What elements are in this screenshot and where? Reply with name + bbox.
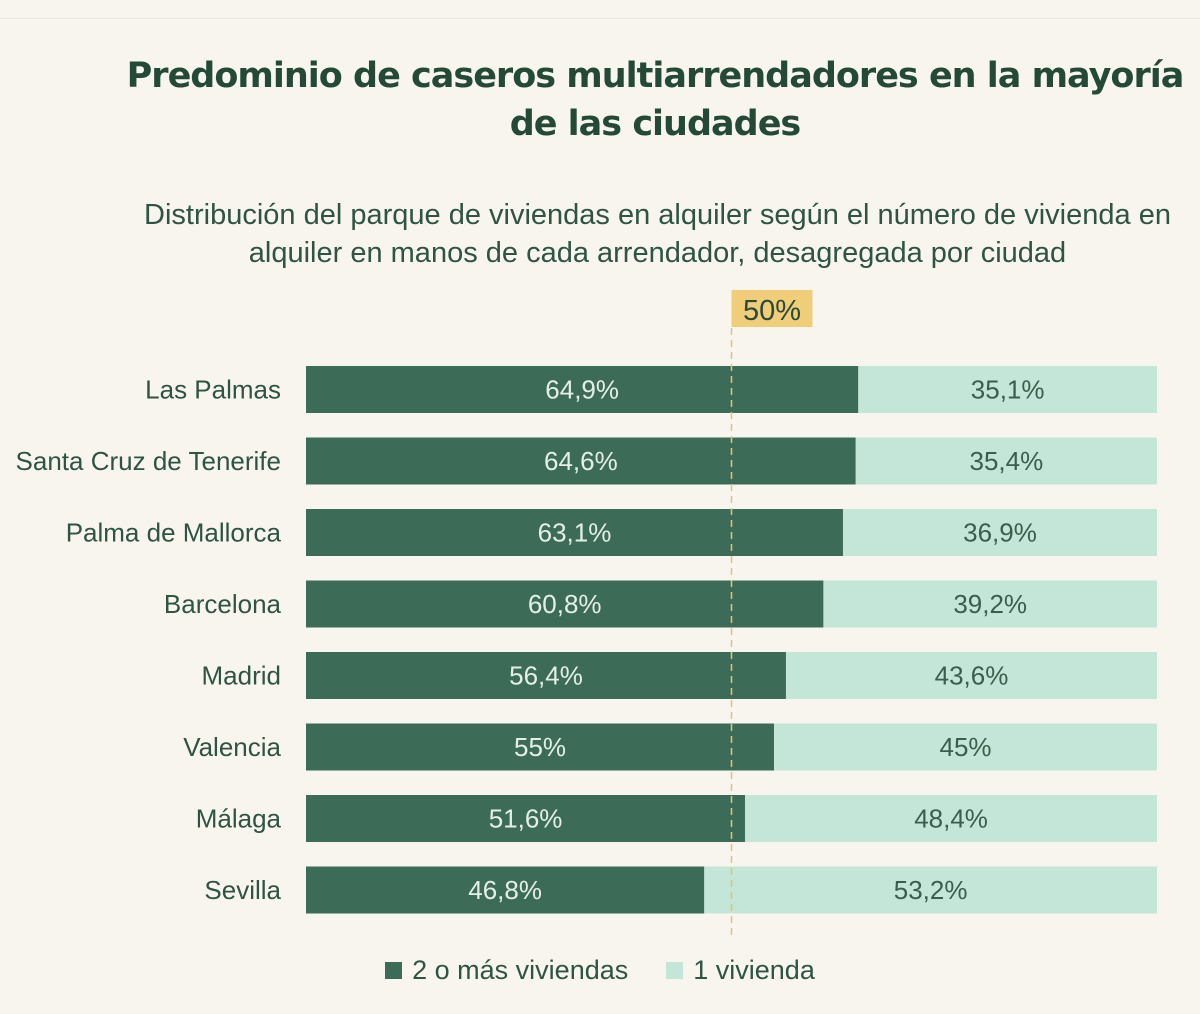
bar-malaga-multi	[306, 795, 746, 842]
value-label-las-palmas-single: 35,1%	[971, 375, 1045, 405]
legend-label-multi: 2 o más viviendas	[412, 955, 629, 985]
chart-legend: 2 o más viviendas 1 vivienda	[0, 955, 1200, 986]
stacked-bar-chart: Las Palmas 64,9% 35,1% Santa Cruz de Teneri…	[16, 290, 1157, 935]
value-label-palma-de-mallorca-single: 36,9%	[963, 518, 1037, 548]
value-label-sevilla-multi: 46,8%	[468, 875, 542, 905]
value-label-malaga-multi: 51,6%	[489, 804, 563, 834]
bar-las-palmas-multi	[306, 366, 859, 413]
city-label-palma-de-mallorca: Palma de Mallorca	[66, 518, 282, 548]
value-label-palma-de-mallorca-multi: 63,1%	[538, 518, 612, 548]
city-label-sevilla: Sevilla	[204, 875, 281, 905]
city-label-valencia: Valencia	[183, 732, 281, 762]
value-label-madrid-single: 43,6%	[935, 661, 1009, 691]
legend-item-single: 1 vivienda	[666, 955, 815, 986]
top-divider	[0, 18, 1200, 19]
bar-las-palmas-single	[858, 366, 1157, 413]
bar-santa-cruz-de-tenerife-multi	[306, 437, 856, 485]
value-label-santa-cruz-de-tenerife-multi: 64,6%	[544, 446, 618, 476]
bar-palma-de-mallorca-single	[842, 509, 1157, 556]
value-label-barcelona-multi: 60,8%	[528, 589, 602, 619]
value-label-valencia-multi: 55%	[514, 732, 566, 762]
city-label-las-palmas: Las Palmas	[145, 375, 281, 405]
bar-palma-de-mallorca-multi	[306, 509, 843, 556]
value-label-malaga-single: 48,4%	[914, 804, 988, 834]
bar-madrid-multi	[306, 652, 786, 699]
bar-santa-cruz-de-tenerife-single	[855, 437, 1157, 485]
bar-malaga-single	[745, 795, 1157, 842]
value-label-valencia-single: 45%	[940, 732, 992, 762]
bar-sevilla-single	[704, 866, 1157, 914]
city-label-barcelona: Barcelona	[164, 589, 282, 619]
bar-barcelona-single	[823, 580, 1157, 628]
value-label-madrid-multi: 56,4%	[509, 661, 583, 691]
chart-subtitle: Distribución del parque de viviendas en …	[144, 199, 1171, 269]
chart-title: Predominio de caseros multiarrendadores …	[126, 56, 1185, 144]
city-label-malaga: Málaga	[196, 804, 282, 834]
value-label-sevilla-single: 53,2%	[894, 875, 968, 905]
bar-madrid-single	[785, 652, 1157, 699]
bar-sevilla-multi	[306, 866, 705, 914]
value-label-santa-cruz-de-tenerife-single: 35,4%	[970, 446, 1044, 476]
legend-label-single: 1 vivienda	[693, 955, 815, 985]
legend-item-multi: 2 o más viviendas	[385, 955, 628, 986]
reference-badge-label: 50%	[743, 295, 801, 327]
legend-swatch-single	[666, 962, 684, 979]
bar-barcelona-multi	[306, 580, 824, 628]
value-label-las-palmas-multi: 64,9%	[545, 375, 619, 405]
reference-badge	[731, 290, 813, 327]
bar-valencia-multi	[306, 723, 775, 771]
bar-valencia-single	[774, 723, 1157, 771]
value-label-barcelona-single: 39,2%	[953, 589, 1027, 619]
city-label-santa-cruz-de-tenerife: Santa Cruz de Tenerife	[16, 446, 281, 476]
legend-swatch-multi	[385, 962, 403, 979]
city-label-madrid: Madrid	[202, 661, 281, 691]
